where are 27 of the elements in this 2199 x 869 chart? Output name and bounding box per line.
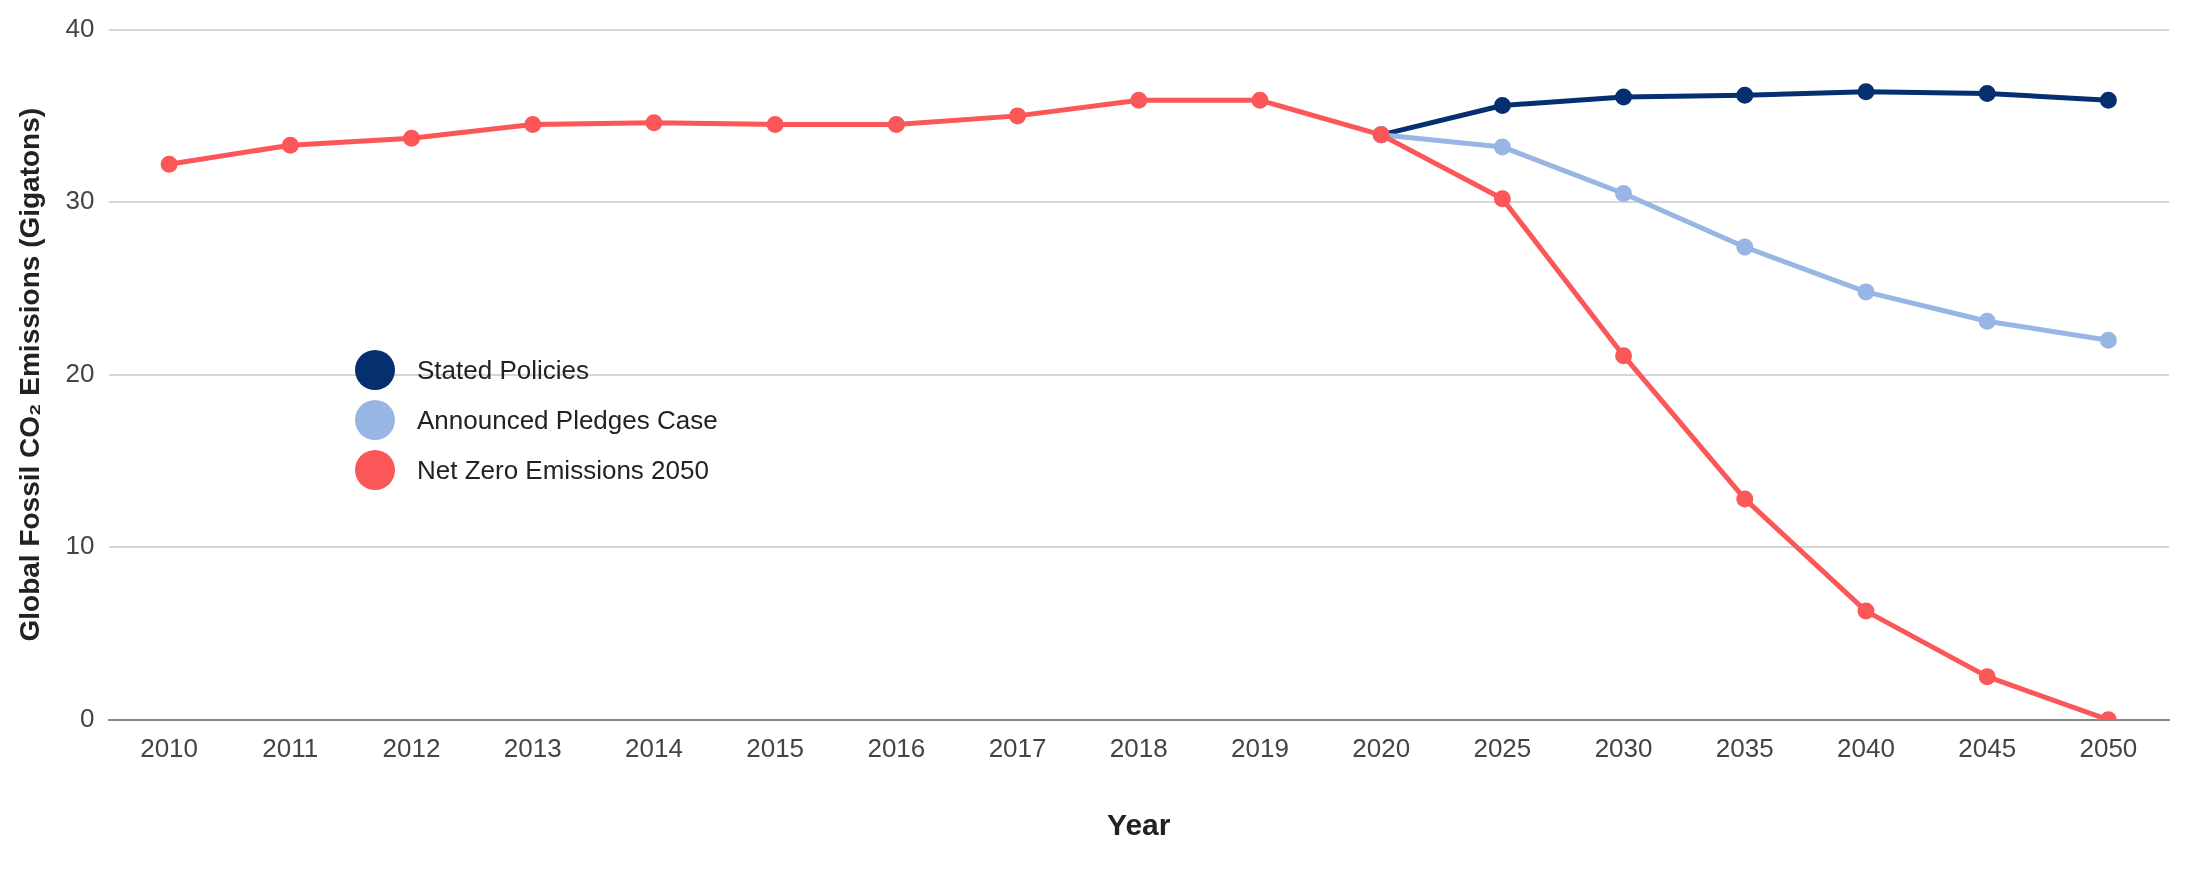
x-tick-label: 2045 [1958, 732, 2017, 763]
legend-label: Stated Policies [417, 354, 589, 386]
y-tick-label: 20 [65, 357, 95, 388]
y-axis-title: Global Fossil CO₂ Emissions (Gigatons) [13, 107, 45, 642]
y-tick-label: 30 [65, 185, 95, 216]
y-tick-label: 0 [80, 702, 95, 733]
y-tick-label: 40 [65, 12, 95, 43]
x-tick-label: 2014 [625, 732, 683, 763]
x-tick-label: 2012 [382, 732, 441, 763]
x-tick-label: 2035 [1715, 732, 1774, 763]
x-tick-label: 2025 [1473, 732, 1532, 763]
x-tick-label: 2015 [746, 732, 805, 763]
x-tick-label: 2020 [1352, 732, 1411, 763]
legend-label: Net Zero Emissions 2050 [417, 454, 709, 486]
legend-label: Announced Pledges Case [417, 404, 718, 436]
x-axis-title: Year [1107, 808, 1171, 842]
x-tick-label: 2050 [2079, 732, 2138, 763]
x-tick-label: 2010 [140, 732, 199, 763]
x-tick-label: 2011 [262, 732, 319, 763]
x-tick-label: 2016 [867, 732, 926, 763]
x-tick-label: 2019 [1231, 732, 1289, 763]
x-tick-label: 2013 [503, 732, 562, 763]
x-tick-label: 2018 [1109, 732, 1168, 763]
x-tick-label: 2040 [1837, 732, 1895, 763]
x-tick-label: 2017 [988, 732, 1047, 763]
x-tick-label: 2030 [1594, 732, 1653, 763]
y-tick-label: 10 [65, 530, 95, 561]
